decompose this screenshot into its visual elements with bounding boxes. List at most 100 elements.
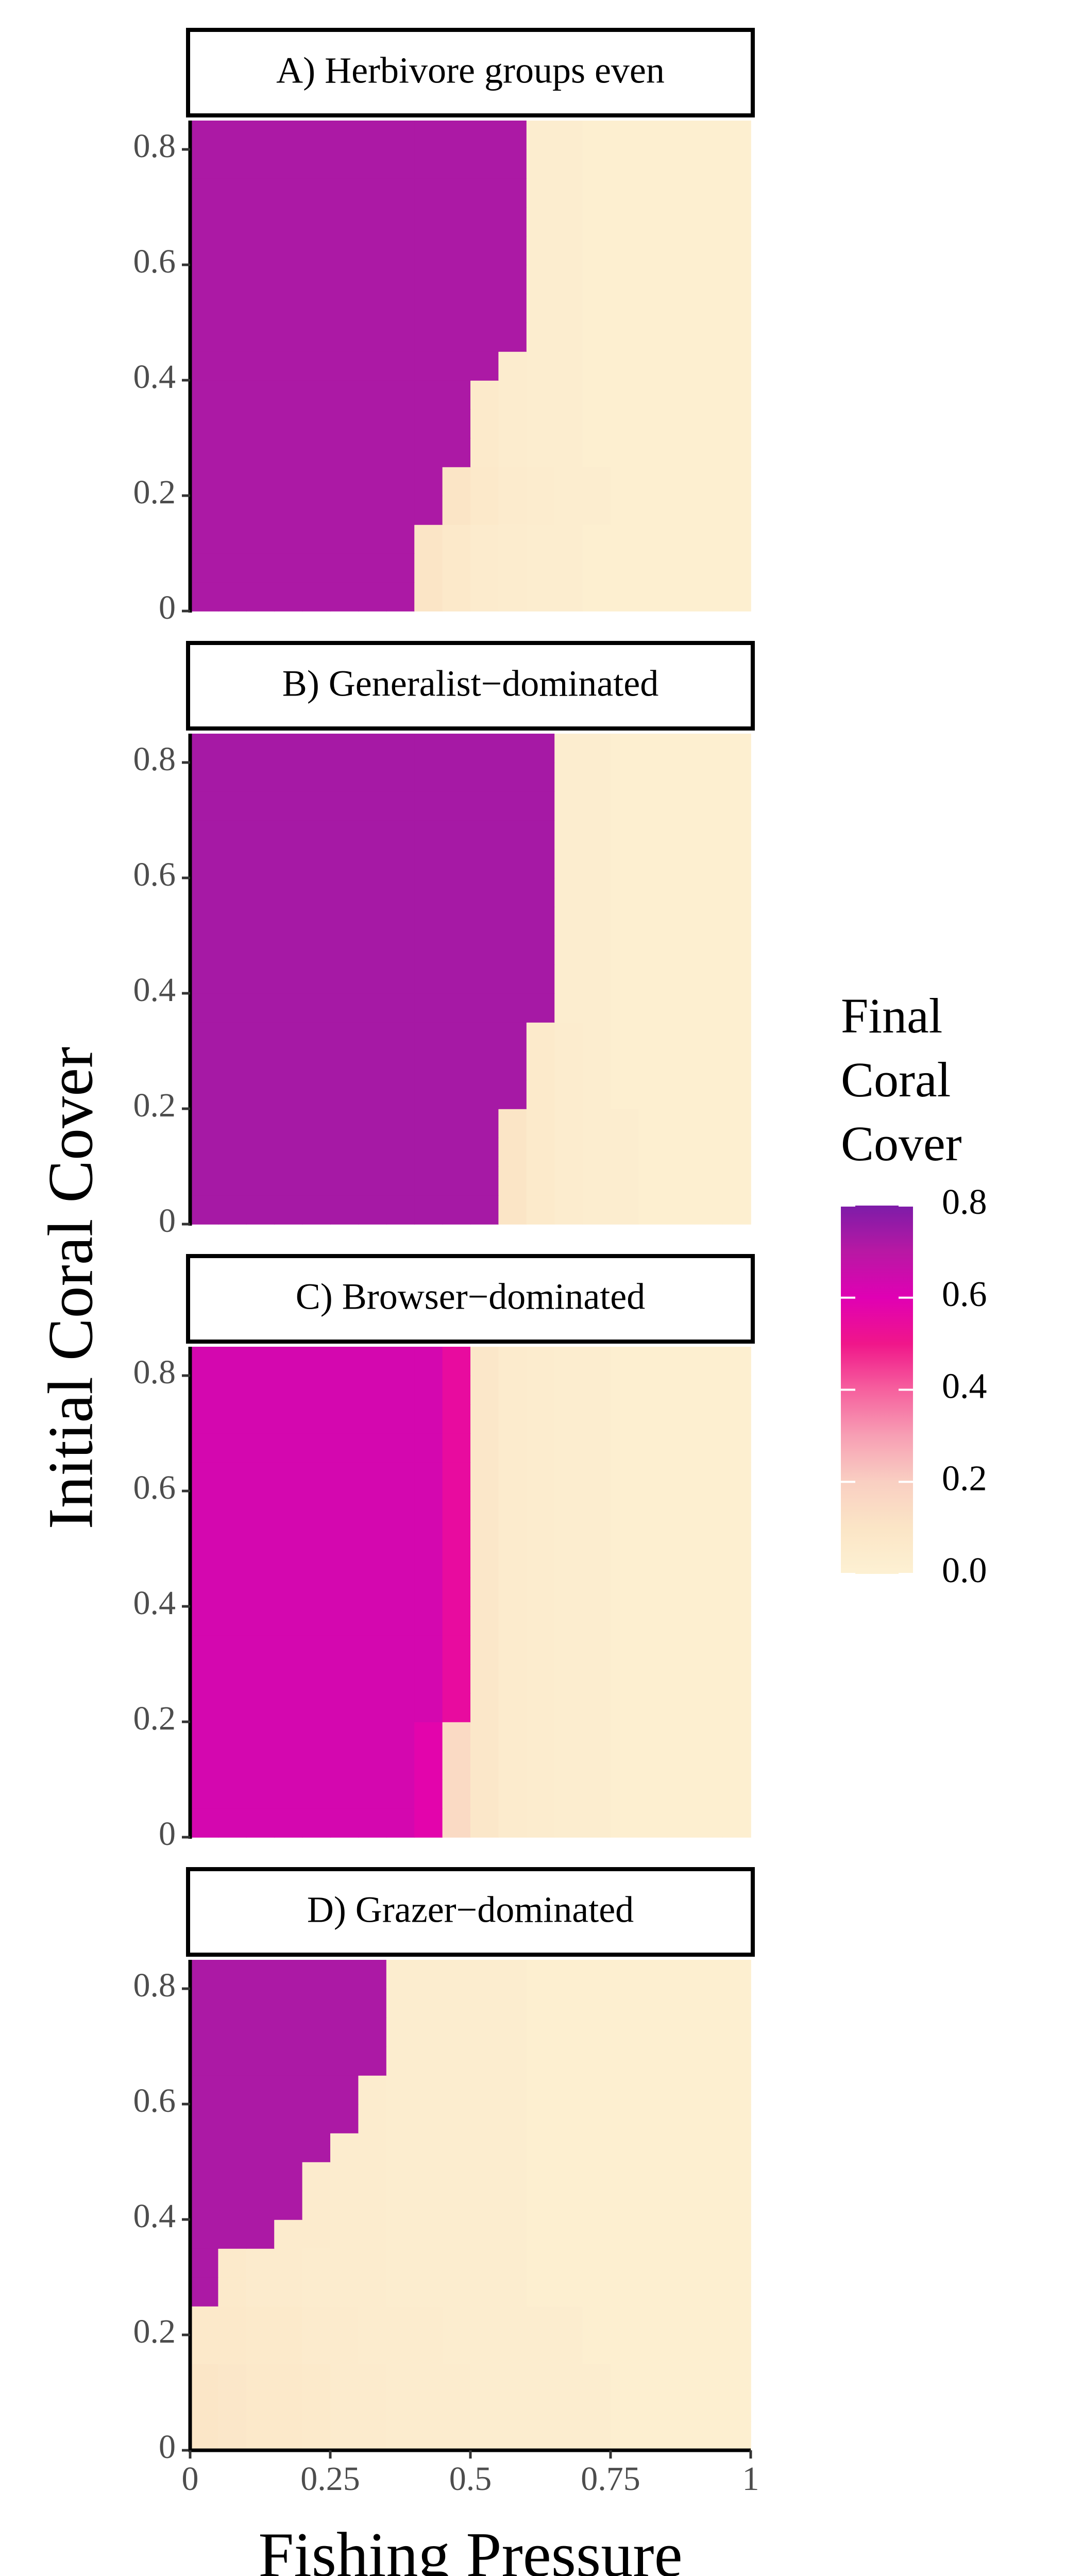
heat-cell	[218, 1080, 247, 1109]
heat-cell	[358, 734, 387, 763]
heat-cell	[695, 1022, 723, 1052]
heat-cell	[330, 1606, 359, 1636]
heat-cell	[526, 2191, 555, 2220]
heat-cell	[302, 2393, 331, 2422]
heat-cell	[330, 149, 359, 179]
heat-cell	[190, 762, 219, 792]
heat-cell	[190, 1808, 219, 1838]
heat-cell	[666, 2046, 695, 2076]
heat-cell	[246, 236, 275, 265]
heat-cell	[526, 2219, 555, 2249]
heat-cell	[470, 1780, 499, 1809]
heat-cell	[611, 2075, 639, 2105]
x-tick-label: 1	[742, 2460, 759, 2498]
heat-cell	[302, 878, 331, 907]
heat-cell	[695, 1780, 723, 1809]
strip	[186, 641, 755, 731]
heat-cell	[386, 1109, 415, 1138]
heat-cell	[442, 2018, 471, 2047]
heat-cell	[442, 1022, 471, 1052]
heat-cell	[470, 1022, 499, 1052]
heat-cell	[722, 1347, 751, 1376]
heat-cell	[470, 1606, 499, 1636]
heat-cell	[722, 964, 751, 994]
heat-cell	[722, 907, 751, 936]
heat-cell	[498, 294, 527, 323]
heat-cell	[218, 149, 247, 179]
heat-cell	[554, 2162, 583, 2191]
heat-cell	[358, 1960, 387, 1989]
heat-cell	[330, 1051, 359, 1080]
heat-cell	[302, 2046, 331, 2076]
heat-cell	[246, 936, 275, 965]
heat-cell	[330, 1376, 359, 1405]
heat-cell	[218, 2306, 247, 2335]
heat-cell	[274, 1051, 303, 1080]
heat-cell	[554, 878, 583, 907]
heat-cell	[695, 1520, 723, 1549]
heat-cell	[246, 2219, 275, 2249]
heat-cell	[330, 1520, 359, 1549]
heat-cell	[695, 2046, 723, 2076]
heat-cell	[582, 2393, 611, 2422]
heat-cell	[526, 1960, 555, 1989]
heat-cell	[638, 1433, 667, 1463]
heat-cell	[582, 2075, 611, 2105]
heat-cell	[526, 467, 555, 496]
heat-cell	[358, 2248, 387, 2278]
heat-cell	[611, 993, 639, 1023]
heat-cell	[246, 294, 275, 323]
heat-cell	[330, 849, 359, 878]
heat-cell	[246, 1606, 275, 1636]
heat-cell	[582, 2046, 611, 2076]
heat-cell	[302, 1347, 331, 1376]
heat-cell	[246, 2335, 275, 2364]
heat-cell	[218, 2248, 247, 2278]
heat-cell	[330, 2219, 359, 2249]
heat-cell	[246, 1433, 275, 1463]
heat-cell	[246, 1989, 275, 2018]
heat-cell	[470, 207, 499, 236]
heat-cell	[554, 380, 583, 410]
heat-cell	[498, 1195, 527, 1225]
heat-cell	[526, 149, 555, 179]
heat-cell	[611, 265, 639, 294]
heat-cell	[330, 1022, 359, 1052]
heat-cell	[330, 936, 359, 965]
heat-cell	[190, 734, 219, 763]
heat-cell	[302, 1376, 331, 1405]
heat-cell	[190, 1520, 219, 1549]
heat-cell	[582, 380, 611, 410]
heat-cell	[218, 1722, 247, 1751]
heat-cell	[246, 1549, 275, 1578]
panel	[190, 1960, 751, 2451]
heat-cell	[302, 2191, 331, 2220]
heat-cell	[414, 1693, 443, 1722]
heat-cell	[582, 351, 611, 381]
heat-cell	[666, 936, 695, 965]
heat-cell	[274, 964, 303, 994]
heat-cell	[638, 2248, 667, 2278]
heat-cell	[554, 791, 583, 821]
heat-cell	[358, 2018, 387, 2047]
heat-cell	[358, 553, 387, 583]
heat-cell	[442, 207, 471, 236]
heat-cell	[695, 878, 723, 907]
heat-cell	[582, 1462, 611, 1492]
heat-cell	[274, 1960, 303, 1989]
heat-cell	[246, 762, 275, 792]
heat-cell	[582, 553, 611, 583]
heat-cell	[470, 1989, 499, 2018]
heat-cell	[554, 964, 583, 994]
heat-cell	[302, 467, 331, 496]
heat-cell	[190, 1376, 219, 1405]
heat-cell	[722, 1989, 751, 2018]
heat-cell	[386, 2075, 415, 2105]
heat-cell	[190, 849, 219, 878]
heat-cell	[470, 2306, 499, 2335]
heat-cell	[386, 1138, 415, 1167]
heat-cell	[302, 1051, 331, 1080]
heat-cell	[666, 2393, 695, 2422]
heat-cell	[611, 1491, 639, 1520]
heat-cell	[302, 351, 331, 381]
